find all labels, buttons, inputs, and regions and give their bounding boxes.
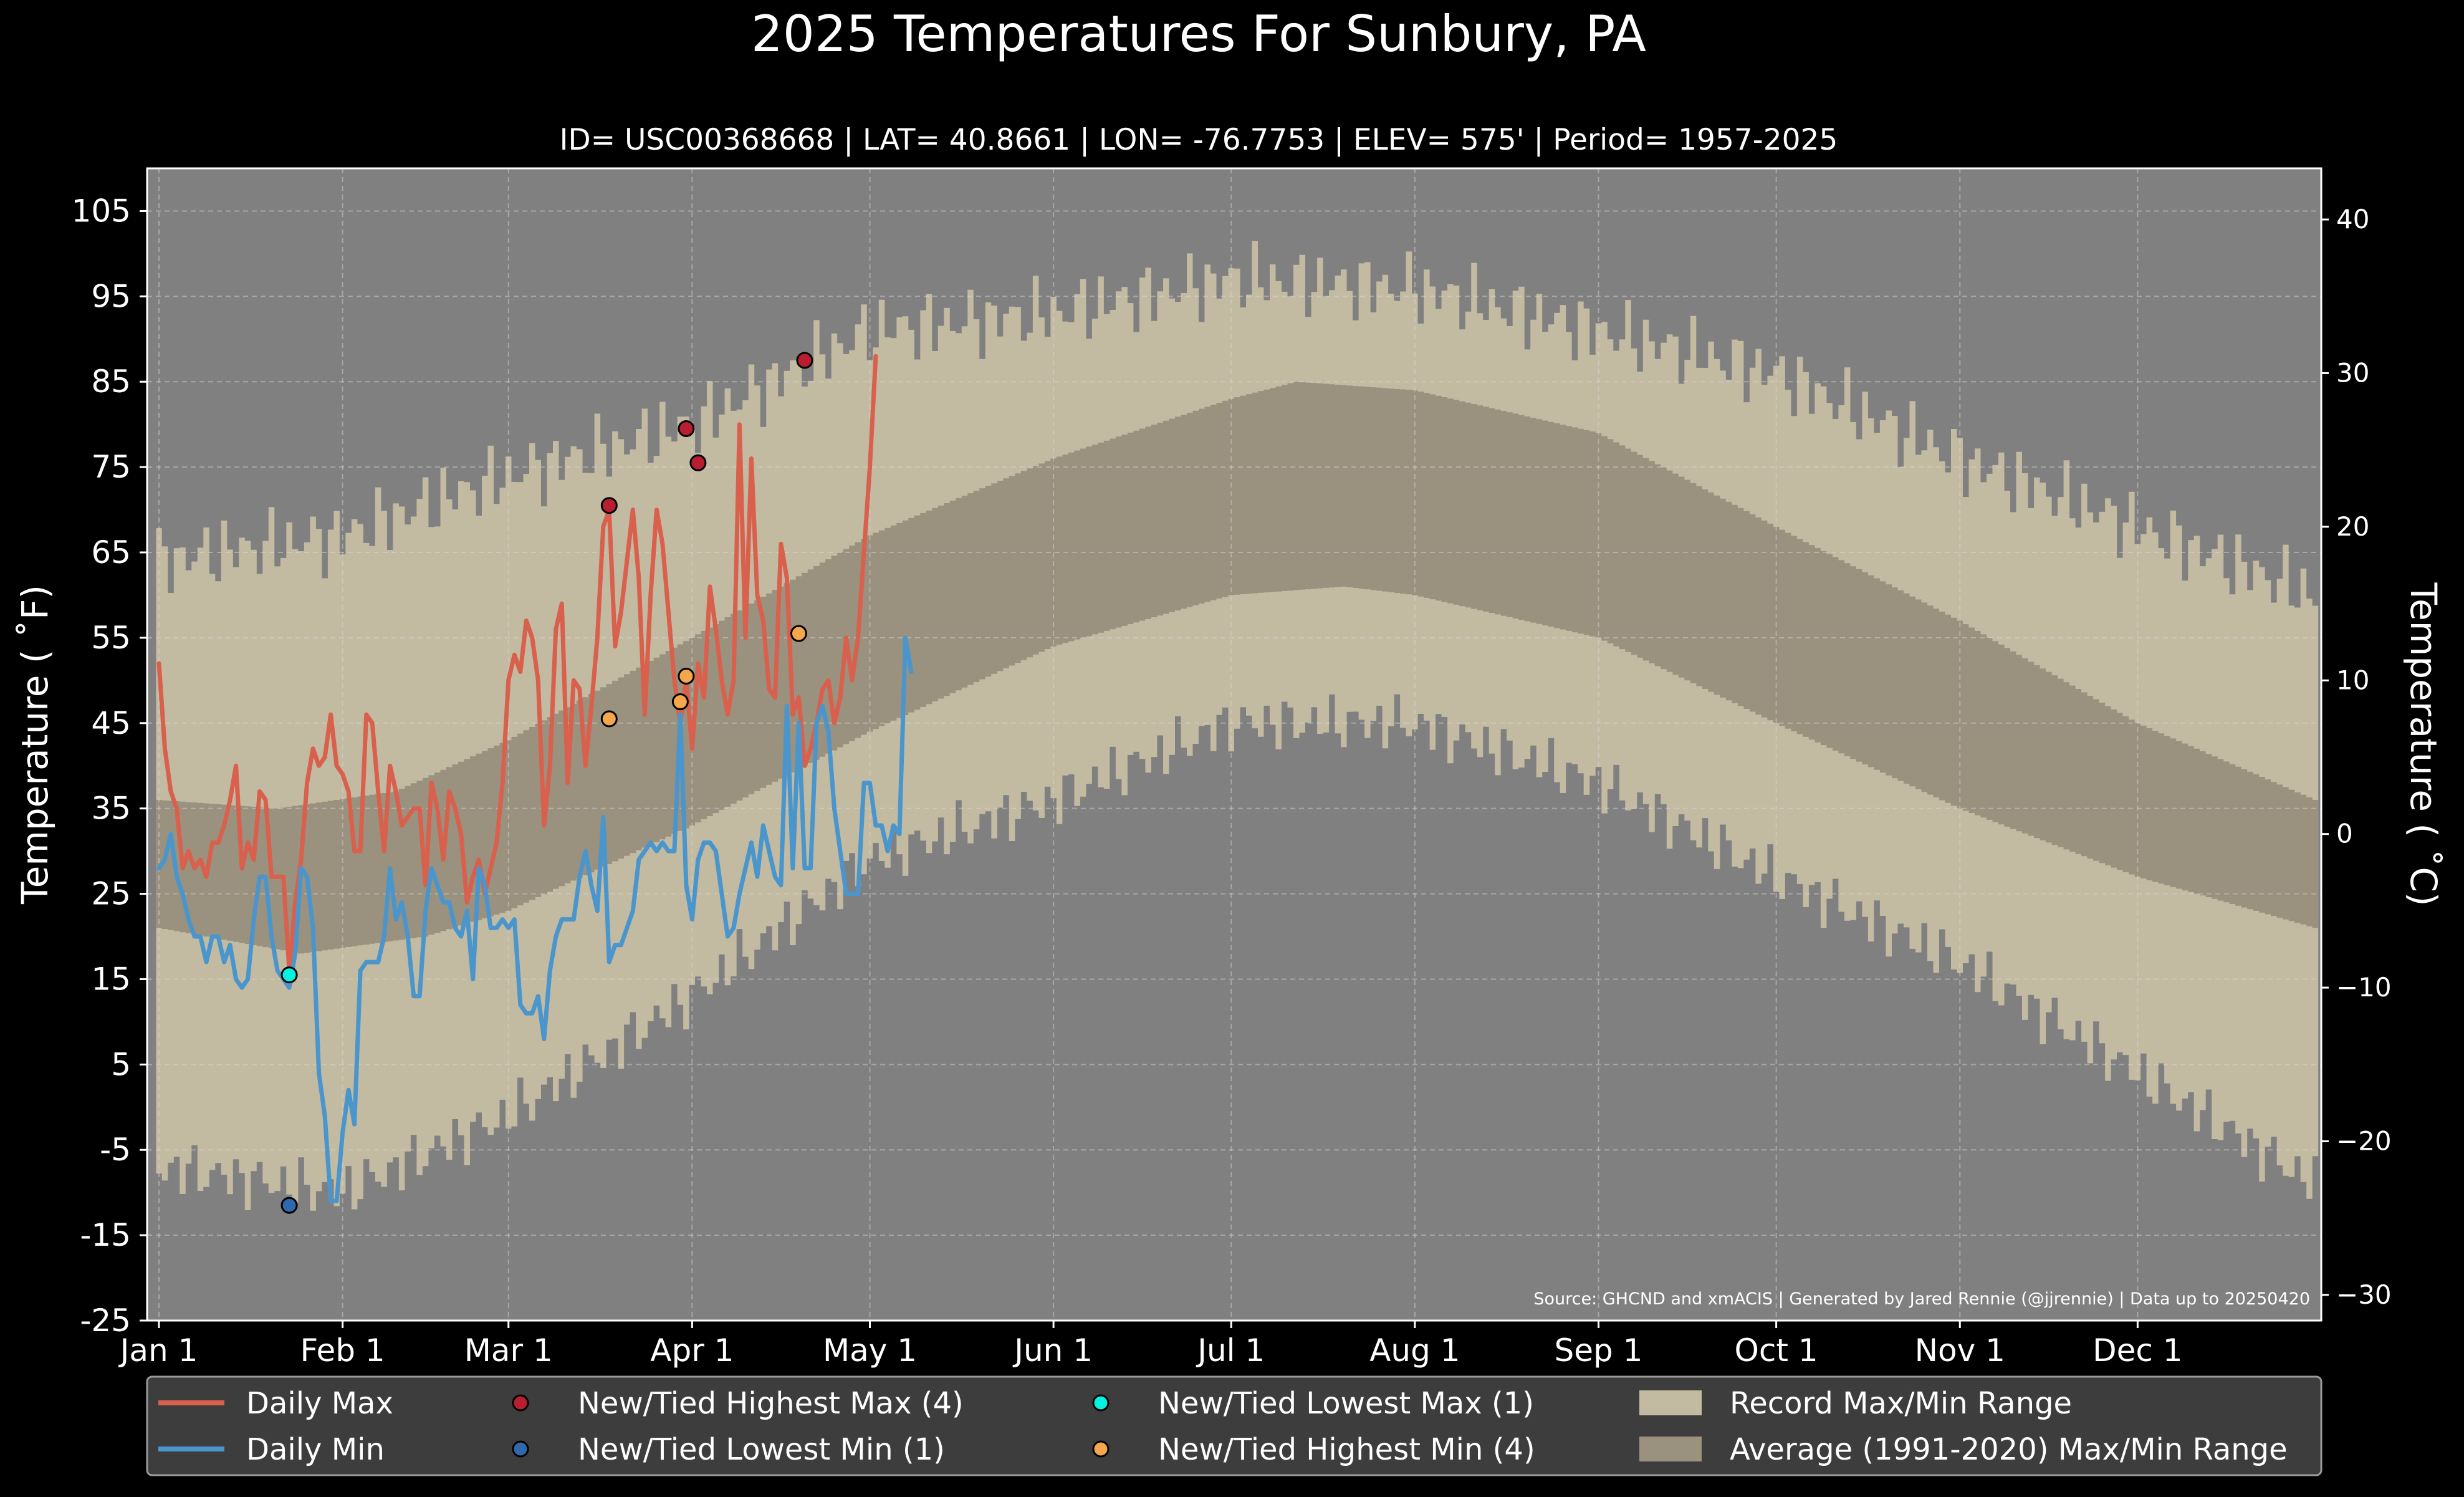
legend-label: Average (1991-2020) Max/Min Range (1730, 1432, 2288, 1467)
y-axis-label-left: Temperature ( ˚F) (14, 585, 56, 905)
x-tick-label: Jun 1 (1012, 1332, 1093, 1369)
record-range-band (156, 241, 2319, 1211)
chart-title: 2025 Temperatures For Sunbury, PA (751, 5, 1646, 63)
legend-label: Record Max/Min Range (1730, 1386, 2072, 1421)
y-tick-label: 85 (91, 363, 131, 400)
y-tick-label-right: −30 (2336, 1279, 2392, 1310)
y-tick-label: -15 (80, 1217, 131, 1253)
y-tick-label-right: −10 (2336, 972, 2392, 1003)
record-marker-2 (280, 966, 298, 984)
record-marker-3 (671, 693, 689, 711)
x-tick-label: Oct 1 (1735, 1332, 1818, 1369)
y-axis-left: 105 95 85 75 65 55 45 35 25 15 5 -5 -15 -25 (72, 193, 147, 1339)
y-tick-label: 15 (91, 961, 131, 997)
x-tick-label: May 1 (823, 1332, 917, 1369)
y-tick-label: 55 (91, 620, 131, 656)
series-line-daily-max (156, 354, 878, 973)
x-tick-label: Sep 1 (1555, 1332, 1643, 1369)
x-tick-label: Mar 1 (464, 1332, 553, 1369)
record-marker-3 (790, 625, 807, 642)
legend-label: Daily Min (246, 1432, 385, 1467)
x-tick-label: Dec 1 (2092, 1332, 2182, 1369)
x-tick-label: Apr 1 (650, 1332, 734, 1369)
y-tick-label: 45 (91, 705, 131, 741)
y-tick-label: -5 (100, 1132, 131, 1168)
y-tick-label: 65 (91, 534, 131, 570)
legend-swatch-patch (1639, 1390, 1702, 1415)
record-marker-0 (689, 454, 707, 471)
record-markers (280, 352, 813, 1214)
legend-box (146, 1375, 2323, 1476)
legend-swatch-marker (1092, 1440, 1110, 1458)
plot-frame (146, 167, 2323, 1322)
legend-swatch-patch (1639, 1437, 1702, 1461)
legend: Daily Max Daily Min New/Tied Highest Max (… (146, 1375, 2323, 1476)
record-marker-3 (600, 710, 618, 728)
x-axis: Jan 1 Feb 1 Mar 1 Apr 1 May 1 Jun 1 Jul 1 Aug 1… (118, 1321, 2183, 1369)
chart-subtitle: ID= USC00368668 | LAT= 40.8661 | LON= -7… (560, 123, 1838, 157)
legend-swatch-marker (512, 1440, 529, 1458)
y-tick-label-right: 10 (2336, 665, 2369, 695)
y-tick-label-right: −20 (2336, 1125, 2392, 1156)
x-tick-label: Feb 1 (300, 1332, 385, 1369)
legend-label: New/Tied Lowest Min (1) (578, 1432, 945, 1467)
average-range-band (156, 382, 2319, 954)
y-tick-label-right: 0 (2336, 819, 2353, 849)
y-axis-label-right: Temperature ( ˚C) (2402, 582, 2445, 906)
y-tick-label: -25 (80, 1302, 131, 1339)
y-tick-label: 95 (91, 278, 131, 314)
y-tick-label: 5 (111, 1046, 131, 1082)
x-tick-label: Jan 1 (118, 1332, 198, 1369)
y-tick-label-right: 20 (2336, 511, 2369, 542)
record-marker-0 (600, 497, 618, 514)
legend-label: New/Tied Highest Max (4) (578, 1386, 964, 1421)
legend-label: New/Tied Highest Min (4) (1158, 1432, 1535, 1467)
x-tick-label: Aug 1 (1369, 1332, 1460, 1369)
legend-label: New/Tied Lowest Max (1) (1158, 1386, 1534, 1421)
y-tick-label: 25 (91, 876, 131, 912)
legend-swatch-marker (512, 1394, 529, 1412)
legend-label: Daily Max (246, 1386, 393, 1421)
source-note: Source: GHCND and xmACIS | Generated by … (1533, 1289, 2310, 1309)
record-marker-1 (280, 1196, 298, 1214)
y-tick-label: 35 (91, 791, 131, 827)
y-tick-label-right: 30 (2336, 357, 2369, 388)
y-axis-right: 40 30 20 10 0 −10 −20 −30 (2321, 204, 2392, 1310)
legend-swatch-marker (1092, 1394, 1110, 1412)
y-tick-label-right: 40 (2336, 204, 2369, 234)
x-tick-label: Nov 1 (1915, 1332, 2005, 1369)
x-tick-label: Jul 1 (1196, 1332, 1265, 1369)
y-tick-label: 105 (72, 193, 131, 229)
record-marker-0 (796, 352, 813, 369)
y-tick-label: 75 (91, 449, 131, 485)
record-marker-3 (678, 667, 695, 685)
record-marker-0 (678, 420, 695, 438)
